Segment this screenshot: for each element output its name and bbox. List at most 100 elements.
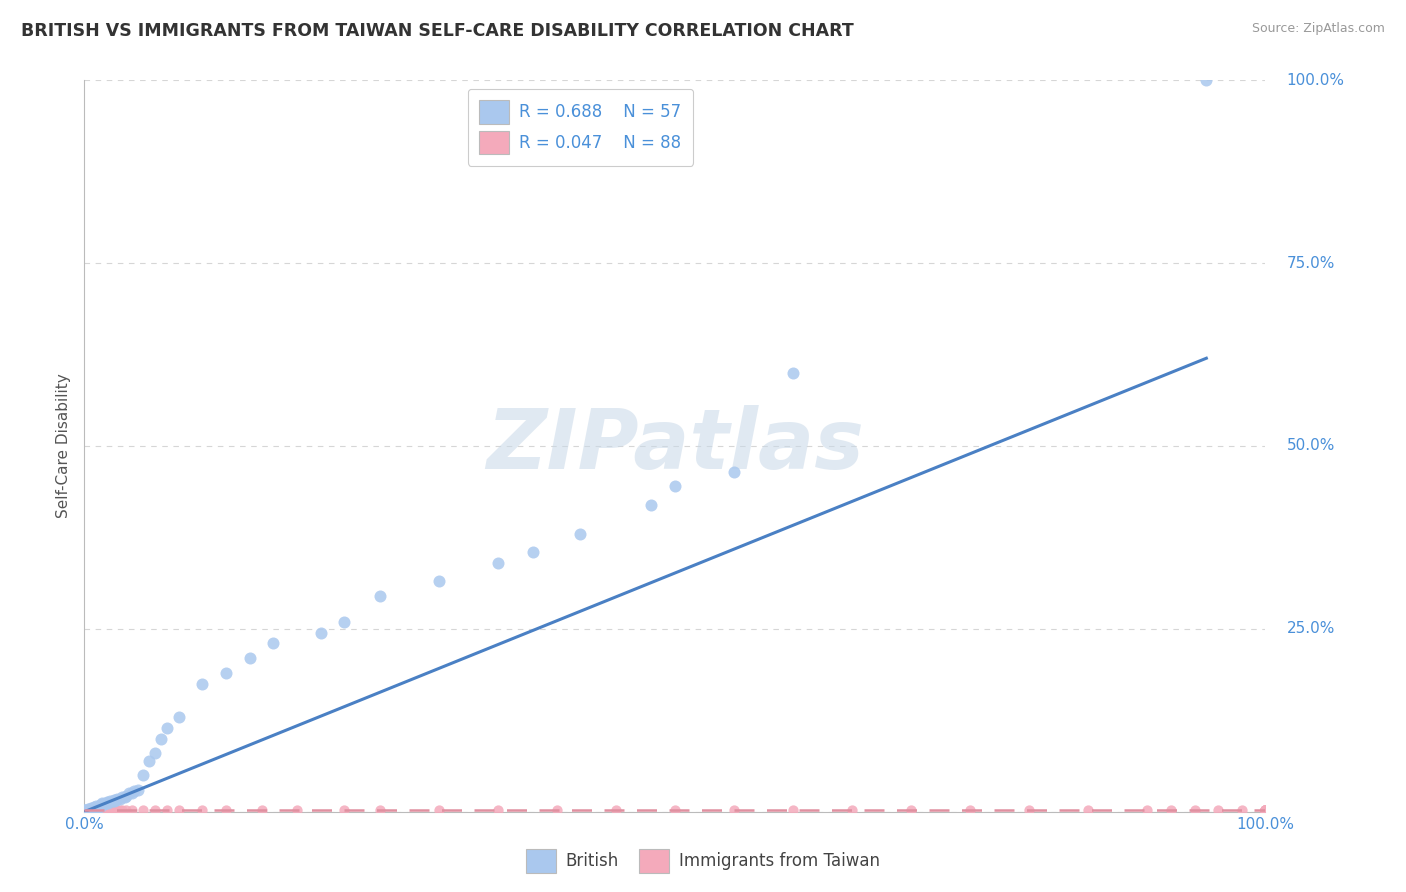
Point bbox=[368, 803, 391, 817]
Point bbox=[97, 803, 120, 817]
Point bbox=[82, 801, 104, 815]
Point bbox=[111, 803, 134, 817]
Point bbox=[127, 782, 149, 797]
Point bbox=[73, 805, 96, 819]
Point bbox=[97, 803, 120, 817]
Point bbox=[73, 805, 96, 819]
Point bbox=[73, 805, 96, 819]
Point bbox=[89, 803, 111, 817]
Point bbox=[569, 526, 592, 541]
Point bbox=[79, 803, 101, 817]
Point bbox=[143, 746, 166, 760]
Point bbox=[73, 805, 96, 819]
Point bbox=[121, 787, 143, 801]
Point bbox=[73, 805, 96, 819]
Point bbox=[1254, 803, 1277, 817]
Point bbox=[1230, 803, 1253, 817]
Point bbox=[1254, 803, 1277, 817]
Point bbox=[605, 803, 627, 817]
Point bbox=[73, 805, 96, 819]
Point bbox=[79, 804, 101, 818]
Point bbox=[191, 803, 214, 817]
Point bbox=[97, 796, 120, 810]
Point bbox=[1160, 803, 1182, 817]
Point bbox=[122, 784, 145, 798]
Point bbox=[73, 805, 96, 819]
Point bbox=[1077, 803, 1099, 817]
Point bbox=[84, 798, 107, 813]
Point bbox=[105, 793, 128, 807]
Point bbox=[73, 805, 96, 819]
Point bbox=[1195, 73, 1218, 87]
Point bbox=[723, 465, 745, 479]
Point bbox=[333, 803, 356, 817]
Point bbox=[77, 804, 100, 818]
Point bbox=[73, 805, 96, 819]
Point bbox=[93, 797, 115, 811]
Point bbox=[1254, 803, 1277, 817]
Point bbox=[239, 651, 262, 665]
Point bbox=[841, 803, 863, 817]
Point bbox=[73, 805, 96, 819]
Point bbox=[77, 803, 100, 817]
Point bbox=[150, 731, 173, 746]
Point bbox=[368, 589, 391, 603]
Point bbox=[262, 636, 284, 650]
Point bbox=[664, 803, 686, 817]
Point bbox=[73, 805, 96, 819]
Point bbox=[77, 803, 100, 817]
Point bbox=[546, 803, 568, 817]
Point bbox=[118, 787, 141, 801]
Point bbox=[73, 805, 96, 819]
Point bbox=[309, 625, 332, 640]
Point bbox=[486, 803, 509, 817]
Point bbox=[91, 803, 114, 817]
Point bbox=[640, 498, 662, 512]
Point bbox=[103, 803, 125, 817]
Point bbox=[1184, 803, 1206, 817]
Point bbox=[132, 768, 155, 782]
Point bbox=[1254, 803, 1277, 817]
Point bbox=[486, 556, 509, 570]
Point bbox=[1018, 803, 1040, 817]
Point bbox=[1254, 803, 1277, 817]
Text: BRITISH VS IMMIGRANTS FROM TAIWAN SELF-CARE DISABILITY CORRELATION CHART: BRITISH VS IMMIGRANTS FROM TAIWAN SELF-C… bbox=[21, 22, 853, 40]
Point bbox=[73, 805, 96, 819]
Point bbox=[132, 803, 155, 817]
Point bbox=[103, 793, 125, 807]
Point bbox=[90, 798, 112, 813]
Point bbox=[91, 796, 114, 810]
Point bbox=[1254, 803, 1277, 817]
Point bbox=[167, 709, 190, 723]
Point bbox=[1206, 803, 1229, 817]
Point bbox=[103, 794, 125, 808]
Point bbox=[82, 804, 104, 818]
Point bbox=[156, 721, 179, 735]
Point bbox=[94, 803, 117, 817]
Legend: R = 0.688    N = 57, R = 0.047    N = 88: R = 0.688 N = 57, R = 0.047 N = 88 bbox=[468, 88, 693, 166]
Point bbox=[333, 615, 356, 629]
Point bbox=[79, 802, 101, 816]
Point bbox=[959, 803, 981, 817]
Point bbox=[75, 804, 97, 818]
Point bbox=[77, 804, 100, 818]
Text: Source: ZipAtlas.com: Source: ZipAtlas.com bbox=[1251, 22, 1385, 36]
Point bbox=[84, 803, 107, 817]
Point bbox=[723, 803, 745, 817]
Point bbox=[114, 790, 136, 805]
Point bbox=[73, 805, 96, 819]
Point bbox=[73, 805, 96, 819]
Point bbox=[87, 799, 110, 814]
Point bbox=[84, 803, 107, 817]
Point bbox=[73, 803, 96, 817]
Point bbox=[96, 795, 118, 809]
Point bbox=[101, 795, 124, 809]
Point bbox=[76, 804, 98, 818]
Point bbox=[250, 803, 273, 817]
Point bbox=[1136, 803, 1159, 817]
Point bbox=[83, 803, 105, 817]
Point bbox=[215, 665, 238, 680]
Y-axis label: Self-Care Disability: Self-Care Disability bbox=[56, 374, 72, 518]
Point bbox=[215, 803, 238, 817]
Point bbox=[84, 801, 107, 815]
